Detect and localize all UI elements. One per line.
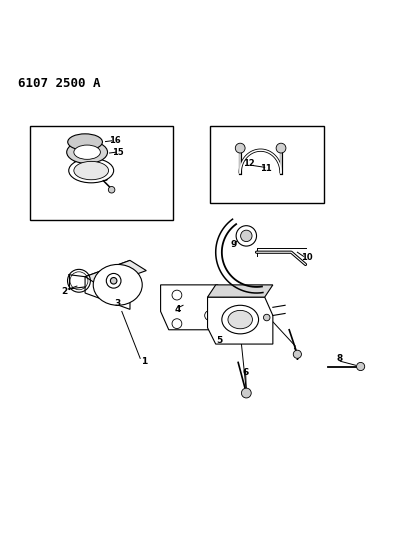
Text: 12: 12 [243, 159, 255, 168]
Text: 8: 8 [336, 354, 342, 363]
Circle shape [276, 143, 286, 153]
Ellipse shape [74, 161, 109, 180]
Polygon shape [85, 261, 130, 309]
Polygon shape [85, 261, 146, 287]
Circle shape [172, 319, 182, 328]
Text: 6107 2500 A: 6107 2500 A [18, 77, 100, 90]
Circle shape [205, 311, 215, 320]
Circle shape [236, 225, 256, 246]
Circle shape [356, 362, 365, 370]
Text: 13: 13 [97, 174, 109, 183]
Text: 15: 15 [112, 148, 124, 157]
Ellipse shape [67, 141, 108, 164]
Text: 11: 11 [260, 164, 272, 173]
Circle shape [241, 388, 251, 398]
Text: 7: 7 [294, 353, 300, 361]
Text: 9: 9 [230, 240, 236, 249]
Text: 10: 10 [301, 253, 312, 262]
Circle shape [236, 143, 245, 153]
Text: 3: 3 [115, 298, 121, 308]
Circle shape [109, 187, 115, 193]
Text: 5: 5 [216, 336, 222, 345]
Polygon shape [208, 297, 273, 344]
Ellipse shape [69, 158, 114, 183]
Circle shape [293, 350, 301, 358]
Ellipse shape [74, 145, 100, 159]
Ellipse shape [93, 264, 142, 305]
Polygon shape [208, 285, 273, 297]
Text: 6: 6 [242, 368, 249, 377]
Text: 16: 16 [109, 136, 121, 146]
Circle shape [240, 230, 252, 241]
Bar [30, 126, 173, 220]
Circle shape [263, 314, 270, 321]
Bar [210, 126, 324, 203]
Ellipse shape [68, 134, 102, 150]
Ellipse shape [222, 305, 259, 334]
Text: 1: 1 [141, 357, 148, 366]
Circle shape [172, 290, 182, 300]
Text: 2: 2 [62, 287, 68, 296]
Circle shape [111, 278, 117, 284]
Circle shape [106, 273, 121, 288]
Text: 14: 14 [72, 161, 84, 170]
Polygon shape [161, 285, 226, 330]
Ellipse shape [228, 310, 252, 329]
Text: 4: 4 [175, 305, 181, 314]
